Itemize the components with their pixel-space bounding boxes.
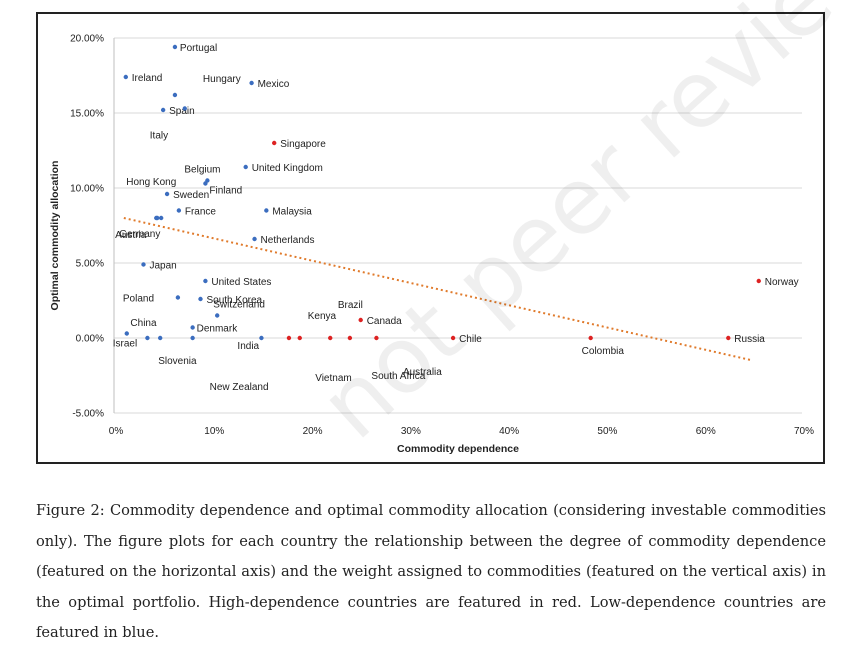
- point-portugal: [172, 44, 178, 50]
- point-norway: [756, 278, 761, 284]
- x-tick-label: 70%: [794, 426, 814, 437]
- point-label-russia: Russia: [734, 334, 765, 345]
- point-colombia: [588, 335, 593, 341]
- point-label-france: France: [185, 207, 217, 218]
- point-spain: [160, 107, 166, 113]
- point-singapore: [272, 140, 277, 146]
- x-tick-label: 50%: [597, 426, 617, 437]
- point-netherlands: [252, 236, 257, 242]
- point-vietnam: [328, 335, 333, 341]
- point-china: [145, 335, 150, 341]
- point-south-africa: [374, 335, 379, 341]
- point-label-singapore: Singapore: [280, 139, 326, 150]
- point-label-china: China: [130, 318, 157, 329]
- point-label-poland: Poland: [123, 294, 154, 305]
- point-finland: [203, 181, 208, 186]
- point-italy: [182, 106, 187, 111]
- x-tick-label: 60%: [696, 426, 716, 437]
- point-label-sweden: Sweden: [173, 190, 209, 201]
- point-austria: [158, 215, 164, 221]
- point-germany: [155, 215, 160, 221]
- point-label-denmark: Denmark: [197, 324, 239, 335]
- point-label-brazil: Brazil: [338, 300, 363, 311]
- x-axis-title: Commodity dependence: [397, 443, 519, 455]
- point-france: [176, 208, 182, 213]
- point-label-new-zealand: New Zealand: [210, 382, 269, 393]
- point-japan: [141, 262, 146, 267]
- point-south-korea: [198, 296, 203, 302]
- point-label-australia: Australia: [403, 367, 442, 378]
- y-axis-title: Optimal commodity allocation: [49, 161, 61, 311]
- point-israel: [124, 331, 129, 336]
- trend-line: [123, 217, 754, 362]
- point-label-israel: Israel: [113, 339, 137, 350]
- point-label-slovenia: Slovenia: [158, 356, 197, 367]
- point-india: [259, 335, 264, 341]
- point-label-japan: Japan: [149, 261, 176, 272]
- chart-frame: 20.00% 15.00% 10.00% 5.00% 0.00% -5.00% 0% 10% 2…: [36, 12, 825, 464]
- x-tick-label: 20%: [303, 426, 323, 437]
- point-label-malaysia: Malaysia: [272, 207, 312, 218]
- point-canada: [358, 317, 363, 323]
- point-label-hungary: Hungary: [203, 74, 241, 85]
- point-kenya: [297, 335, 302, 341]
- point-label-netherlands: Netherlands: [261, 235, 315, 246]
- point-united-states: [203, 278, 208, 284]
- point-brazil: [347, 335, 353, 341]
- y-tick-label: 20.00%: [70, 34, 104, 45]
- point-label-chile: Chile: [459, 334, 482, 345]
- x-tick-label: 10%: [204, 426, 224, 437]
- point-new-zealand: [190, 335, 195, 341]
- scatter-chart: 20.00% 15.00% 10.00% 5.00% 0.00% -5.00% 0% 10% 2…: [49, 34, 814, 456]
- point-label-italy: Italy: [150, 131, 168, 142]
- x-tick-label: 30%: [401, 426, 421, 437]
- point-chile: [450, 335, 456, 341]
- point-switzerland: [215, 313, 220, 318]
- x-tick-label: 40%: [499, 426, 519, 437]
- point-label-portugal: Portugal: [180, 43, 217, 54]
- point-denmark: [190, 325, 195, 330]
- y-tick-label: 0.00%: [76, 334, 104, 345]
- point-sweden: [164, 191, 170, 197]
- point-russia: [726, 335, 731, 341]
- point-label-spain: Spain: [169, 106, 195, 117]
- point-label-mexico: Mexico: [258, 79, 290, 90]
- y-tick-label: 10.00%: [70, 184, 104, 195]
- point-label-canada: Canada: [367, 316, 402, 327]
- point-label-hong-kong: Hong Kong: [126, 177, 176, 188]
- point-label-kenya: Kenya: [308, 311, 337, 322]
- point-mexico: [249, 80, 254, 86]
- point-label-vietnam: Vietnam: [315, 373, 352, 384]
- point-malaysia: [264, 208, 269, 213]
- point-poland: [175, 295, 181, 300]
- point-label-south-africa: South Africa: [371, 371, 425, 382]
- y-tick-label: 5.00%: [76, 259, 104, 270]
- point-label-belgium: Belgium: [184, 165, 220, 176]
- point-australia: [286, 335, 292, 341]
- point-label-austria: Austria: [115, 230, 147, 241]
- y-tick-label: -5.00%: [72, 409, 104, 420]
- point-slovenia: [157, 335, 163, 341]
- point-label-united-kingdom: United Kingdom: [252, 163, 323, 174]
- point-label-ireland: Ireland: [132, 73, 163, 84]
- point-united-kingdom: [243, 164, 248, 170]
- point-label-south-korea: South Korea: [206, 295, 262, 306]
- point-hungary: [172, 92, 178, 98]
- point-ireland: [123, 74, 128, 80]
- point-label-india: India: [237, 341, 259, 352]
- point-label-germany: Germany: [119, 229, 160, 240]
- figure-caption: Figure 2: Commodity dependence and optim…: [36, 502, 826, 641]
- point-label-finland: Finland: [209, 186, 242, 197]
- x-tick-label: 0%: [109, 426, 124, 437]
- point-label-switzerland: Switzerland: [213, 300, 265, 311]
- point-label-norway: Norway: [765, 277, 799, 288]
- point-label-colombia: Colombia: [582, 346, 625, 357]
- point-label-united-states: United States: [211, 277, 271, 288]
- y-tick-label: 15.00%: [70, 109, 104, 120]
